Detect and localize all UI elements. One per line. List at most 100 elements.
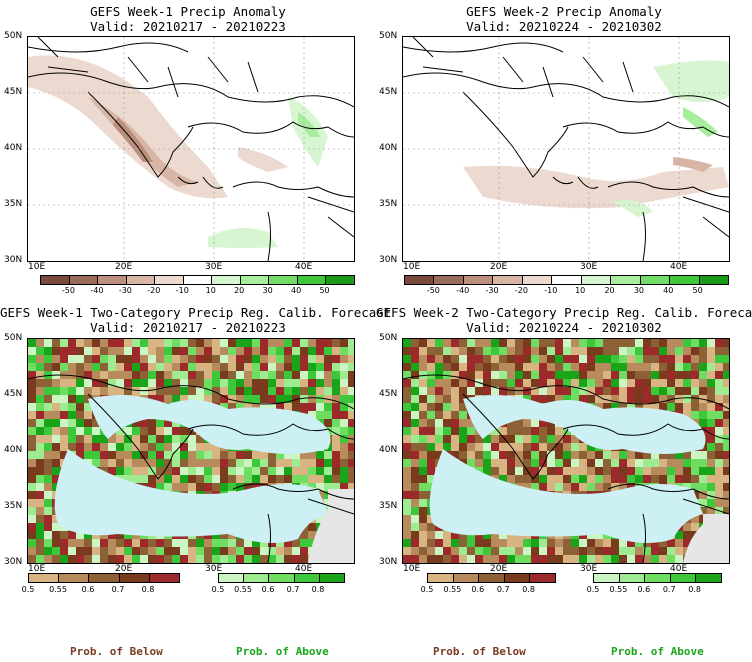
grid-cell (340, 387, 348, 395)
grid-cell (643, 347, 651, 355)
grid-cell (300, 403, 308, 411)
grid-cell (499, 443, 507, 451)
grid-cell (499, 355, 507, 363)
grid-cell (44, 443, 52, 451)
grid-cell (723, 491, 729, 499)
grid-cell (723, 355, 729, 363)
grid-cell (188, 387, 196, 395)
grid-cell (403, 411, 411, 419)
grid-cell (308, 459, 316, 467)
grid-cell (411, 499, 419, 507)
grid-cell (68, 427, 76, 435)
grid-cell (292, 347, 300, 355)
grid-cell (260, 371, 268, 379)
grid-cell (651, 339, 659, 347)
grid-cell (28, 483, 36, 491)
grid-cell (84, 347, 92, 355)
grid-cell (236, 459, 244, 467)
grid-cell (707, 443, 715, 451)
grid-cell (443, 555, 451, 563)
grid-cell (316, 339, 324, 347)
lat-tick: 35N (379, 501, 398, 511)
grid-cell (52, 467, 60, 475)
grid-cell (84, 363, 92, 371)
grid-cell (172, 363, 180, 371)
grid-cell (715, 419, 723, 427)
grid-cell (627, 547, 635, 555)
grid-cell (332, 363, 340, 371)
grid-cell (699, 379, 707, 387)
grid-cell (515, 379, 523, 387)
grid-cell (627, 475, 635, 483)
grid-cell (571, 547, 579, 555)
grid-cell (340, 379, 348, 387)
grid-cell (76, 531, 84, 539)
grid-cell (124, 427, 132, 435)
grid-cell (300, 395, 308, 403)
grid-cell (603, 395, 611, 403)
grid-cell (427, 459, 435, 467)
grid-cell (132, 371, 140, 379)
grid-cell (164, 427, 172, 435)
grid-cell (595, 459, 603, 467)
grid-cell (483, 339, 491, 347)
grid-cell (435, 419, 443, 427)
grid-cell (84, 411, 92, 419)
grid-cell (180, 347, 188, 355)
grid-cell (52, 355, 60, 363)
grid-cell (723, 419, 729, 427)
grid-cell (284, 379, 292, 387)
grid-cell (124, 443, 132, 451)
grid-cell (276, 339, 284, 347)
grid-cell (547, 451, 555, 459)
grid-cell (419, 403, 427, 411)
grid-cell (132, 547, 140, 555)
grid-cell (28, 339, 36, 347)
grid-cell (627, 363, 635, 371)
grid-cell (236, 547, 244, 555)
grid-cell (555, 347, 563, 355)
grid-cell (419, 459, 427, 467)
grid-cell (427, 347, 435, 355)
grid-cell (523, 467, 531, 475)
grid-cell (467, 379, 475, 387)
grid-cell (475, 555, 483, 563)
grid-cell (715, 475, 723, 483)
grid-cell (595, 531, 603, 539)
grid-cell (419, 355, 427, 363)
grid-cell (683, 411, 691, 419)
grid-cell (499, 539, 507, 547)
grid-cell (699, 483, 707, 491)
grid-cell (563, 387, 571, 395)
grid-cell (116, 363, 124, 371)
grid-cell (499, 475, 507, 483)
grid-cell (595, 395, 603, 403)
grid-cell (332, 467, 340, 475)
grid-cell (483, 371, 491, 379)
grid-cell (483, 435, 491, 443)
grid-cell (475, 387, 483, 395)
grid-cell (36, 395, 44, 403)
grid-cell (252, 387, 260, 395)
grid-cell (300, 451, 308, 459)
grid-cell (699, 499, 707, 507)
grid-cell (308, 347, 316, 355)
grid-cell (539, 443, 547, 451)
grid-cell (507, 547, 515, 555)
grid-cell (212, 467, 220, 475)
grid-cell (140, 339, 148, 347)
grid-cell (156, 547, 164, 555)
grid-cell (515, 475, 523, 483)
grid-cell (52, 515, 60, 523)
grid-cell (164, 419, 172, 427)
grid-cell (683, 363, 691, 371)
grid-cell (547, 435, 555, 443)
grid-cell (619, 339, 627, 347)
grid-cell (443, 531, 451, 539)
grid-cell (715, 411, 723, 419)
grid-cell (196, 539, 204, 547)
grid-cell (276, 459, 284, 467)
grid-cell (659, 379, 667, 387)
grid-cell (132, 459, 140, 467)
grid-cell (204, 483, 212, 491)
